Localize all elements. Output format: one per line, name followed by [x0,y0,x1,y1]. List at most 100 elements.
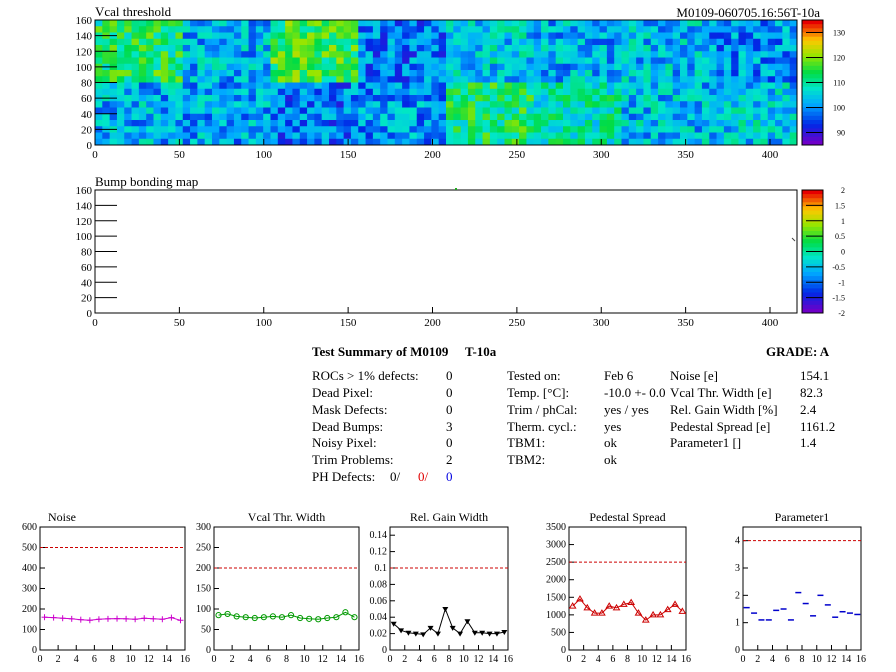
heatmap-cell [643,113,652,121]
heatmap-cell [263,126,271,133]
heatmap-cell [248,88,257,96]
heatmap-cell [775,70,783,77]
heatmap-cell [606,101,615,108]
heatmap-cell [731,70,739,77]
heatmap-cell [716,107,725,115]
heatmap-cell [526,88,535,96]
heatmap-cell [782,113,791,121]
heatmap-cell [438,88,447,96]
condition-label: TBM1: [507,435,546,450]
heatmap-cell [124,20,132,27]
heatmap-cell [599,63,608,71]
heatmap-cell [350,120,359,127]
heatmap-cell [263,76,271,83]
heatmap-cell [153,88,162,96]
heatmap-cell [175,126,184,133]
heatmap-cell [226,51,235,58]
heatmap-cell [424,88,432,96]
heatmap-cell [570,107,579,115]
heatmap-cell [650,82,659,90]
heatmap-cell [636,57,644,65]
heatmap-cell [131,120,140,127]
heatmap-cell [541,26,549,33]
heatmap-cell [533,63,542,71]
heatmap-cell [248,132,257,140]
heatmap-cell [241,101,249,108]
plot-vcal-thr-width-point [215,612,222,619]
heatmap-cell [658,57,666,65]
plot-rel-gain-width-x-tick-label: 16 [503,654,513,665]
ph-defects-value-1: 0/ [390,469,401,484]
heatmap-cell [153,138,162,146]
heatmap-cell [584,57,593,65]
heatmap-cell [255,120,264,127]
heatmap-cell [358,113,366,121]
heatmap-cell [168,126,176,133]
heatmap-cell [416,38,425,46]
heatmap-cell [285,113,293,121]
heatmap-cell [592,70,600,77]
plot-vcal-thr-width-point [296,614,304,622]
heatmap-cell [541,132,549,140]
bump-map-x-tick-label: 50 [174,317,186,329]
heatmap-cell [511,120,520,127]
heatmap-cell [489,26,498,33]
heatmap-cell [467,138,476,146]
heatmap-cell [365,82,374,90]
heatmap-cell [482,51,491,58]
ph-defects-value-2: 0/ [418,469,429,484]
heatmap-cell [555,32,564,40]
heatmap-cell [116,95,125,102]
heatmap-cell [124,132,132,140]
heatmap-cell [416,82,425,90]
heatmap-cell [680,57,688,65]
heatmap-cell [738,38,747,46]
vcal-map-palette-step [802,78,823,83]
heatmap-cell [650,120,659,127]
heatmap-cell [694,38,703,46]
plot-pedestal-spread-point [590,609,599,616]
heatmap-cell [577,113,586,121]
heatmap-cell [460,126,469,133]
heatmap-cell [116,38,125,46]
heatmap-cell [541,101,549,108]
vcal-map-roc-block [446,20,535,83]
heatmap-cell [387,82,396,90]
heatmap-cell [197,70,206,77]
heatmap-cell [365,32,374,40]
plot-noise-point [50,614,57,621]
heatmap-cell [541,38,549,46]
heatmap-cell [285,20,293,27]
heatmap-cell [621,126,630,133]
heatmap-cell [314,126,323,133]
heatmap-cell [299,113,308,121]
heatmap-cell [182,45,191,52]
heatmap-cell [460,132,469,140]
bump-map-palette-step [802,210,823,216]
heatmap-cell [307,38,315,46]
heatmap-cell [621,63,630,71]
heatmap-cell [255,113,264,121]
heatmap-cell [190,107,198,115]
heatmap-cell [606,38,615,46]
heatmap-cell [226,26,235,33]
heatmap-cell [233,120,242,127]
heatmap-cell [131,95,140,102]
heatmap-cell [511,113,520,121]
heatmap-cell [519,107,527,115]
heatmap-cell [270,32,279,40]
heatmap-cell [175,95,184,102]
heatmap-cell [628,101,637,108]
plot-noise-point [86,617,93,624]
heatmap-cell [380,76,388,83]
heatmap-cell [372,26,381,33]
plot-pedestal-spread-y-tick-label: 2500 [546,557,566,568]
heatmap-cell [409,132,418,140]
heatmap-cell [643,38,652,46]
heatmap-cell [621,101,630,108]
heatmap-cell [497,101,505,108]
heatmap-cell [453,38,462,46]
heatmap-cell [658,101,666,108]
heatmap-cell [409,57,418,65]
heatmap-cell [299,101,308,108]
